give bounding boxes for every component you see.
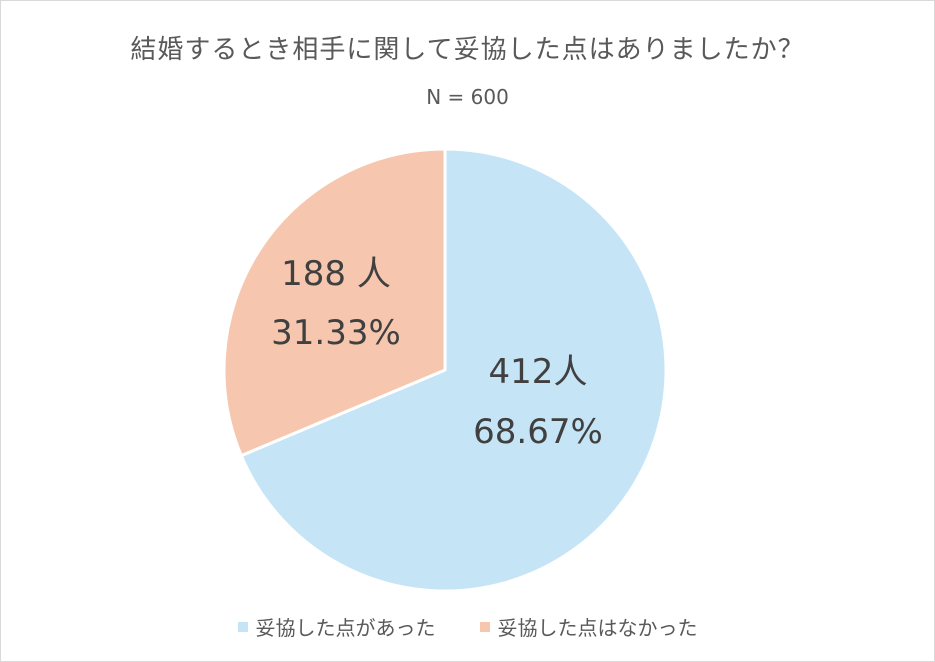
legend-item-yes: 妥協した点があった [237, 612, 436, 641]
legend-swatch-yes [237, 621, 248, 632]
chart-legend: 妥協した点があった 妥協した点はなかった [1, 612, 934, 641]
legend-label-no: 妥協した点はなかった [497, 616, 698, 640]
data-label-percent-no: 31.33% [271, 313, 401, 353]
pie-slice-yes [239, 147, 668, 593]
data-label-count-no: 188 人 [281, 254, 391, 294]
chart-title: 結婚するとき相手に関して妥協した点はありましたか？ [130, 35, 805, 65]
legend-label-yes: 妥協した点があった [255, 616, 436, 640]
legend-swatch-no [479, 621, 490, 632]
data-label-percent-yes: 68.67% [473, 412, 603, 452]
chart-subtitle: N = 600 [426, 85, 509, 109]
legend-item-no: 妥協した点はなかった [479, 612, 698, 641]
pie-slice-no [222, 147, 447, 458]
data-label-count-yes: 412人 [489, 352, 588, 392]
